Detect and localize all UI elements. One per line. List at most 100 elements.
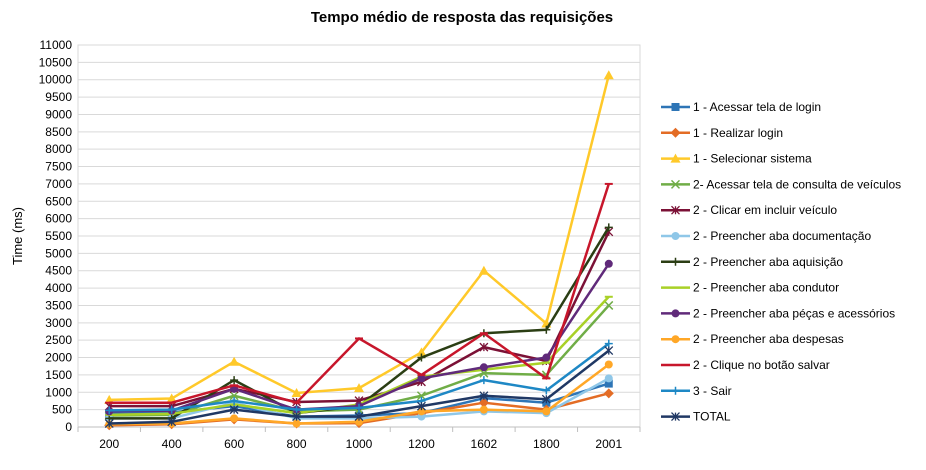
y-tick-label: 9000 xyxy=(45,107,72,121)
marker-circle xyxy=(604,360,613,369)
y-tick-label: 8000 xyxy=(45,142,72,156)
marker-circle xyxy=(671,309,680,318)
data-point xyxy=(541,394,551,404)
marker-x xyxy=(604,300,614,310)
data-point xyxy=(670,179,681,189)
legend: 1 - Acessar tela de login 1 - Realizar lo… xyxy=(661,100,901,424)
legend-label: 2 - Preencher aba péças e acessórios xyxy=(693,306,895,320)
series-5 xyxy=(104,227,614,411)
marker-x xyxy=(229,391,239,401)
data-point xyxy=(166,393,177,403)
series-11 xyxy=(105,182,613,404)
data-point xyxy=(230,396,239,405)
marker-plus xyxy=(604,223,613,232)
marker-triangle xyxy=(166,393,177,403)
marker-circle xyxy=(604,374,613,383)
data-point xyxy=(542,325,551,334)
data-point xyxy=(355,417,363,426)
x-tick-label: 800 xyxy=(287,437,307,451)
marker-plus xyxy=(230,376,239,385)
data-point xyxy=(671,205,680,215)
data-point xyxy=(291,387,302,397)
x-tick-label: 1800 xyxy=(533,437,560,451)
data-point xyxy=(230,414,239,423)
data-point xyxy=(604,339,613,348)
data-point xyxy=(479,342,489,352)
legend-item: 2 - Preencher aba condutor xyxy=(661,281,839,295)
data-point xyxy=(479,405,488,414)
data-point xyxy=(416,391,426,401)
marker-plus xyxy=(292,405,301,414)
marker-plus xyxy=(671,386,680,395)
y-tick-label: 3500 xyxy=(45,298,72,312)
y-tick-label: 5000 xyxy=(45,246,72,260)
marker-plus xyxy=(479,376,488,385)
legend-item: 2 - Preencher aba despesas xyxy=(661,332,844,346)
gridlines xyxy=(78,44,640,411)
data-point xyxy=(671,232,680,240)
data-point xyxy=(542,353,551,362)
legend-label: 1 - Acessar tela de login xyxy=(693,100,821,114)
y-tick-label: 4500 xyxy=(45,264,72,278)
data-point xyxy=(604,346,614,356)
marker-circle xyxy=(355,417,363,426)
y-tick-label: 9500 xyxy=(45,90,72,104)
y-tick-label: 1500 xyxy=(45,368,72,382)
x-tick-label: 2001 xyxy=(595,437,622,451)
marker-square xyxy=(671,103,680,111)
marker-circle xyxy=(542,407,551,416)
series-12 xyxy=(105,339,613,415)
legend-item: 2 - Clique no botão salvar xyxy=(661,358,830,372)
data-point xyxy=(671,335,680,344)
data-point xyxy=(604,259,613,268)
series-line xyxy=(109,231,610,408)
series-line xyxy=(109,183,610,404)
marker-circle xyxy=(604,259,613,268)
legend-label: 2 - Preencher aba aquisição xyxy=(693,255,843,269)
chart-title: Tempo médio de resposta das requisições xyxy=(311,9,613,26)
y-tick-label: 500 xyxy=(52,403,72,417)
legend-item: 1 - Selecionar sistema xyxy=(661,152,812,166)
marker-triangle xyxy=(416,347,427,357)
data-point xyxy=(670,127,681,138)
data-point xyxy=(604,379,613,388)
data-point xyxy=(479,376,488,385)
marker-diamond xyxy=(670,127,681,138)
marker-star xyxy=(292,412,302,422)
marker-circle xyxy=(479,405,488,414)
marker-star xyxy=(479,391,489,401)
data-point xyxy=(604,374,613,383)
legend-label: 1 - Selecionar sistema xyxy=(693,152,812,166)
legend-label: 2 - Preencher aba documentação xyxy=(693,229,871,243)
data-point xyxy=(479,363,488,372)
data-point xyxy=(671,412,680,422)
data-point xyxy=(542,407,551,416)
data-point xyxy=(604,300,614,310)
data-point xyxy=(671,309,680,318)
marker-plus xyxy=(604,339,613,348)
marker-star xyxy=(354,412,364,422)
marker-plus xyxy=(542,325,551,334)
data-point xyxy=(104,419,114,428)
marker-triangle xyxy=(478,265,489,275)
y-tick-label: 0 xyxy=(65,420,72,434)
data-point xyxy=(604,360,613,369)
data-point xyxy=(292,419,301,428)
data-point xyxy=(604,223,613,232)
data-point xyxy=(670,153,681,163)
data-point xyxy=(292,412,302,422)
marker-circle xyxy=(292,419,301,428)
data-point xyxy=(479,391,489,401)
legend-label: 3 - Sair xyxy=(693,384,732,398)
data-point xyxy=(105,406,114,415)
marker-star xyxy=(229,405,239,415)
marker-diamond xyxy=(603,388,614,399)
legend-item: 2 - Preencher aba aquisição xyxy=(661,255,843,269)
marker-circle xyxy=(230,414,239,423)
legend-item: 3 - Sair xyxy=(661,384,732,398)
marker-circle xyxy=(417,407,426,416)
y-tick-label: 7000 xyxy=(45,177,72,191)
marker-triangle xyxy=(603,70,614,80)
legend-item: 2 - Clicar em incluir veículo xyxy=(661,203,837,217)
